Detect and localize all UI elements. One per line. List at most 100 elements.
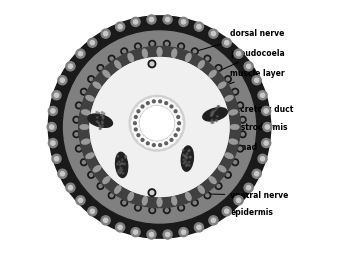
Ellipse shape: [142, 49, 148, 58]
Ellipse shape: [262, 138, 271, 148]
Ellipse shape: [234, 49, 243, 58]
Text: pseudocoela: pseudocoela: [175, 49, 285, 90]
Circle shape: [186, 165, 187, 167]
Ellipse shape: [52, 154, 61, 163]
Ellipse shape: [230, 124, 239, 130]
Circle shape: [217, 116, 218, 117]
Circle shape: [117, 155, 119, 157]
Ellipse shape: [116, 152, 128, 178]
Ellipse shape: [51, 109, 55, 113]
Circle shape: [141, 138, 144, 141]
Circle shape: [102, 122, 103, 124]
Ellipse shape: [237, 52, 241, 56]
Ellipse shape: [134, 107, 142, 116]
Ellipse shape: [222, 38, 231, 47]
Ellipse shape: [142, 196, 148, 205]
Ellipse shape: [217, 66, 220, 70]
Ellipse shape: [252, 169, 261, 178]
Circle shape: [99, 125, 100, 126]
Circle shape: [213, 122, 214, 123]
Circle shape: [214, 110, 216, 112]
Circle shape: [150, 62, 154, 66]
Ellipse shape: [76, 196, 85, 205]
Circle shape: [103, 113, 105, 115]
Ellipse shape: [48, 138, 57, 148]
Ellipse shape: [60, 172, 65, 176]
Ellipse shape: [50, 125, 54, 129]
Ellipse shape: [246, 186, 251, 190]
Circle shape: [96, 112, 97, 113]
Ellipse shape: [225, 41, 229, 45]
Circle shape: [119, 172, 121, 174]
Ellipse shape: [90, 41, 94, 45]
Ellipse shape: [138, 136, 147, 144]
Circle shape: [185, 155, 186, 157]
Ellipse shape: [90, 209, 94, 213]
Circle shape: [148, 189, 156, 196]
Circle shape: [47, 14, 272, 240]
Circle shape: [90, 58, 229, 196]
Ellipse shape: [218, 165, 226, 172]
Ellipse shape: [80, 124, 89, 130]
Circle shape: [186, 156, 188, 158]
Ellipse shape: [218, 82, 226, 89]
Ellipse shape: [232, 88, 239, 95]
Ellipse shape: [108, 192, 115, 199]
Circle shape: [159, 100, 162, 103]
Ellipse shape: [164, 207, 170, 214]
Circle shape: [152, 144, 155, 147]
Ellipse shape: [157, 47, 162, 57]
Ellipse shape: [179, 206, 183, 209]
Ellipse shape: [182, 20, 186, 24]
Ellipse shape: [121, 199, 128, 206]
Ellipse shape: [48, 106, 57, 116]
Ellipse shape: [110, 194, 113, 197]
Ellipse shape: [88, 207, 97, 216]
Ellipse shape: [171, 49, 177, 58]
Circle shape: [212, 111, 213, 112]
Text: ventral nerve: ventral nerve: [155, 191, 289, 200]
Ellipse shape: [239, 116, 246, 123]
Ellipse shape: [217, 184, 220, 188]
Ellipse shape: [149, 17, 153, 22]
Circle shape: [97, 117, 98, 118]
Circle shape: [212, 113, 214, 115]
Circle shape: [165, 102, 168, 104]
Ellipse shape: [211, 31, 216, 36]
Circle shape: [185, 161, 186, 163]
Circle shape: [118, 169, 120, 171]
Ellipse shape: [78, 198, 82, 202]
Ellipse shape: [88, 171, 95, 178]
Circle shape: [186, 164, 188, 165]
Ellipse shape: [147, 15, 156, 24]
Ellipse shape: [86, 95, 95, 101]
Ellipse shape: [193, 50, 196, 53]
Ellipse shape: [264, 141, 268, 145]
Circle shape: [141, 107, 173, 140]
Circle shape: [120, 167, 121, 169]
Ellipse shape: [224, 153, 234, 159]
Ellipse shape: [103, 31, 108, 36]
Ellipse shape: [123, 50, 126, 53]
Circle shape: [177, 116, 179, 118]
Ellipse shape: [178, 204, 185, 211]
Ellipse shape: [88, 114, 113, 127]
Ellipse shape: [54, 93, 58, 97]
Ellipse shape: [118, 225, 122, 229]
Ellipse shape: [86, 153, 95, 159]
Ellipse shape: [226, 173, 230, 177]
Circle shape: [135, 116, 137, 118]
Ellipse shape: [234, 161, 237, 164]
Ellipse shape: [101, 216, 110, 225]
Ellipse shape: [82, 90, 86, 93]
Ellipse shape: [224, 76, 231, 83]
Circle shape: [188, 162, 190, 163]
Ellipse shape: [234, 90, 237, 93]
Circle shape: [96, 121, 98, 122]
Circle shape: [170, 138, 173, 141]
Circle shape: [211, 112, 212, 114]
Ellipse shape: [149, 232, 153, 237]
Circle shape: [121, 159, 123, 161]
Circle shape: [146, 102, 149, 104]
Ellipse shape: [179, 45, 183, 48]
